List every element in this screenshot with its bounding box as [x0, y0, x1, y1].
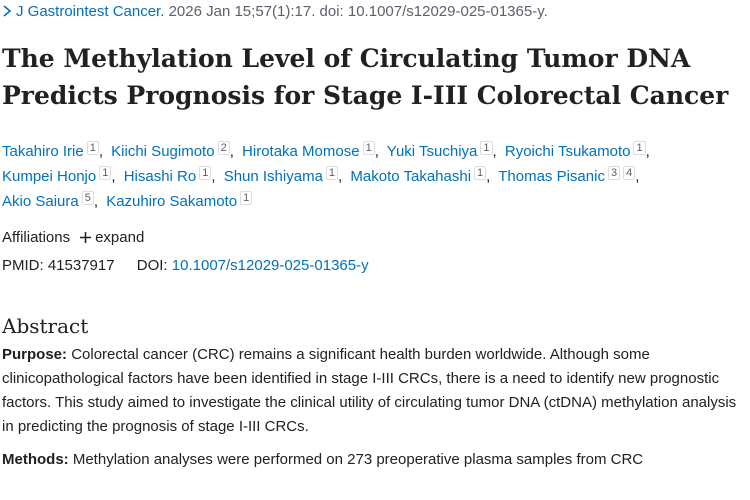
author: Thomas Pisanic 3 4 — [498, 166, 643, 185]
identifiers: PMID: 41537917 DOI: 10.1007/s12029-025-0… — [2, 257, 369, 274]
author: Kiichi Sugimoto 2 — [111, 141, 238, 160]
author-name[interactable]: Yuki Tsuchiya — [386, 143, 478, 160]
affiliation-number[interactable]: 4 — [623, 166, 636, 180]
affiliation-number[interactable]: 1 — [99, 166, 112, 180]
journal-link[interactable]: J Gastrointest Cancer. — [16, 3, 165, 20]
affiliation-number[interactable]: 3 — [607, 166, 621, 180]
chevron-icon — [3, 5, 12, 17]
section-label: Purpose: — [2, 346, 68, 363]
affiliations: Affiliations expand — [2, 229, 144, 246]
author: Kumpei Honjo 1 — [2, 166, 120, 185]
affiliations-label: Affiliations — [2, 229, 71, 246]
author: Shun Ishiyama 1 — [223, 166, 346, 185]
affiliation-number[interactable]: 2 — [217, 141, 230, 155]
affiliation-number[interactable]: 1 — [325, 166, 339, 180]
affiliation-number[interactable]: 5 — [81, 191, 94, 205]
author: Yuki Tsuchiya 1 — [386, 141, 501, 160]
author: Kazuhiro Sakamoto 1 — [106, 191, 253, 210]
author: Takahiro Irie 1 — [2, 141, 107, 160]
author: Hisashi Ro 1 — [123, 166, 220, 185]
doi-link[interactable]: 10.1007/s12029-025-01365-y — [171, 257, 369, 274]
affiliation-number[interactable]: 1 — [362, 141, 375, 155]
author-name[interactable]: Hirotaka Momose — [242, 143, 360, 160]
abstract-paragraph: Purpose: Colorectal cancer (CRC) remains… — [2, 343, 750, 439]
section-text: Colorectal cancer (CRC) remains a signif… — [2, 346, 737, 435]
pmid-label: PMID: — [2, 257, 44, 274]
author-name[interactable]: Takahiro Irie — [2, 143, 84, 160]
article-title: The Methylation Level of Circulating Tum… — [2, 44, 729, 110]
author-name[interactable]: Hisashi Ro — [123, 168, 197, 185]
author-name[interactable]: Ryoichi Tsukamoto — [504, 143, 631, 160]
author-name[interactable]: Kazuhiro Sakamoto — [106, 193, 238, 210]
affiliation-number[interactable]: 1 — [240, 191, 253, 205]
abstract-paragraph: Methods: Methylation analyses were perfo… — [2, 448, 750, 472]
affiliation-number[interactable]: 1 — [633, 141, 646, 155]
citation-details: 2026 Jan 15;57(1):17. doi: 10.1007/s1202… — [168, 3, 548, 20]
abstract-heading: Abstract — [2, 314, 89, 338]
author-name[interactable]: Thomas Pisanic — [498, 168, 605, 185]
author-name[interactable]: Makoto Takahashi — [350, 168, 472, 185]
abstract: Purpose: Colorectal cancer (CRC) remains… — [2, 343, 750, 481]
author-name[interactable]: Akio Saiura — [2, 193, 79, 210]
author-name[interactable]: Kumpei Honjo — [2, 168, 97, 185]
author-name[interactable]: Kiichi Sugimoto — [111, 143, 215, 160]
affiliation-number[interactable]: 1 — [474, 166, 487, 180]
plus-icon — [80, 232, 92, 243]
author: Akio Saiura 5 — [2, 191, 102, 210]
section-text: Methylation analyses were performed on 2… — [72, 451, 644, 468]
doi-label: DOI: — [136, 257, 168, 274]
affiliation-number[interactable]: 1 — [480, 141, 493, 155]
author: Ryoichi Tsukamoto 1 — [504, 141, 654, 160]
section-label: Methods: — [2, 451, 69, 468]
affiliation-number[interactable]: 1 — [199, 166, 212, 180]
expand-toggle[interactable]: expand — [95, 229, 145, 246]
affiliation-number[interactable]: 1 — [86, 141, 99, 155]
author-name[interactable]: Shun Ishiyama — [223, 168, 323, 185]
pmid: 41537917 — [47, 257, 115, 274]
author: Makoto Takahashi 1 — [350, 166, 494, 185]
author: Hirotaka Momose 1 — [242, 141, 383, 160]
citation: J Gastrointest Cancer. 2026 Jan 15;57(1)… — [2, 3, 548, 20]
